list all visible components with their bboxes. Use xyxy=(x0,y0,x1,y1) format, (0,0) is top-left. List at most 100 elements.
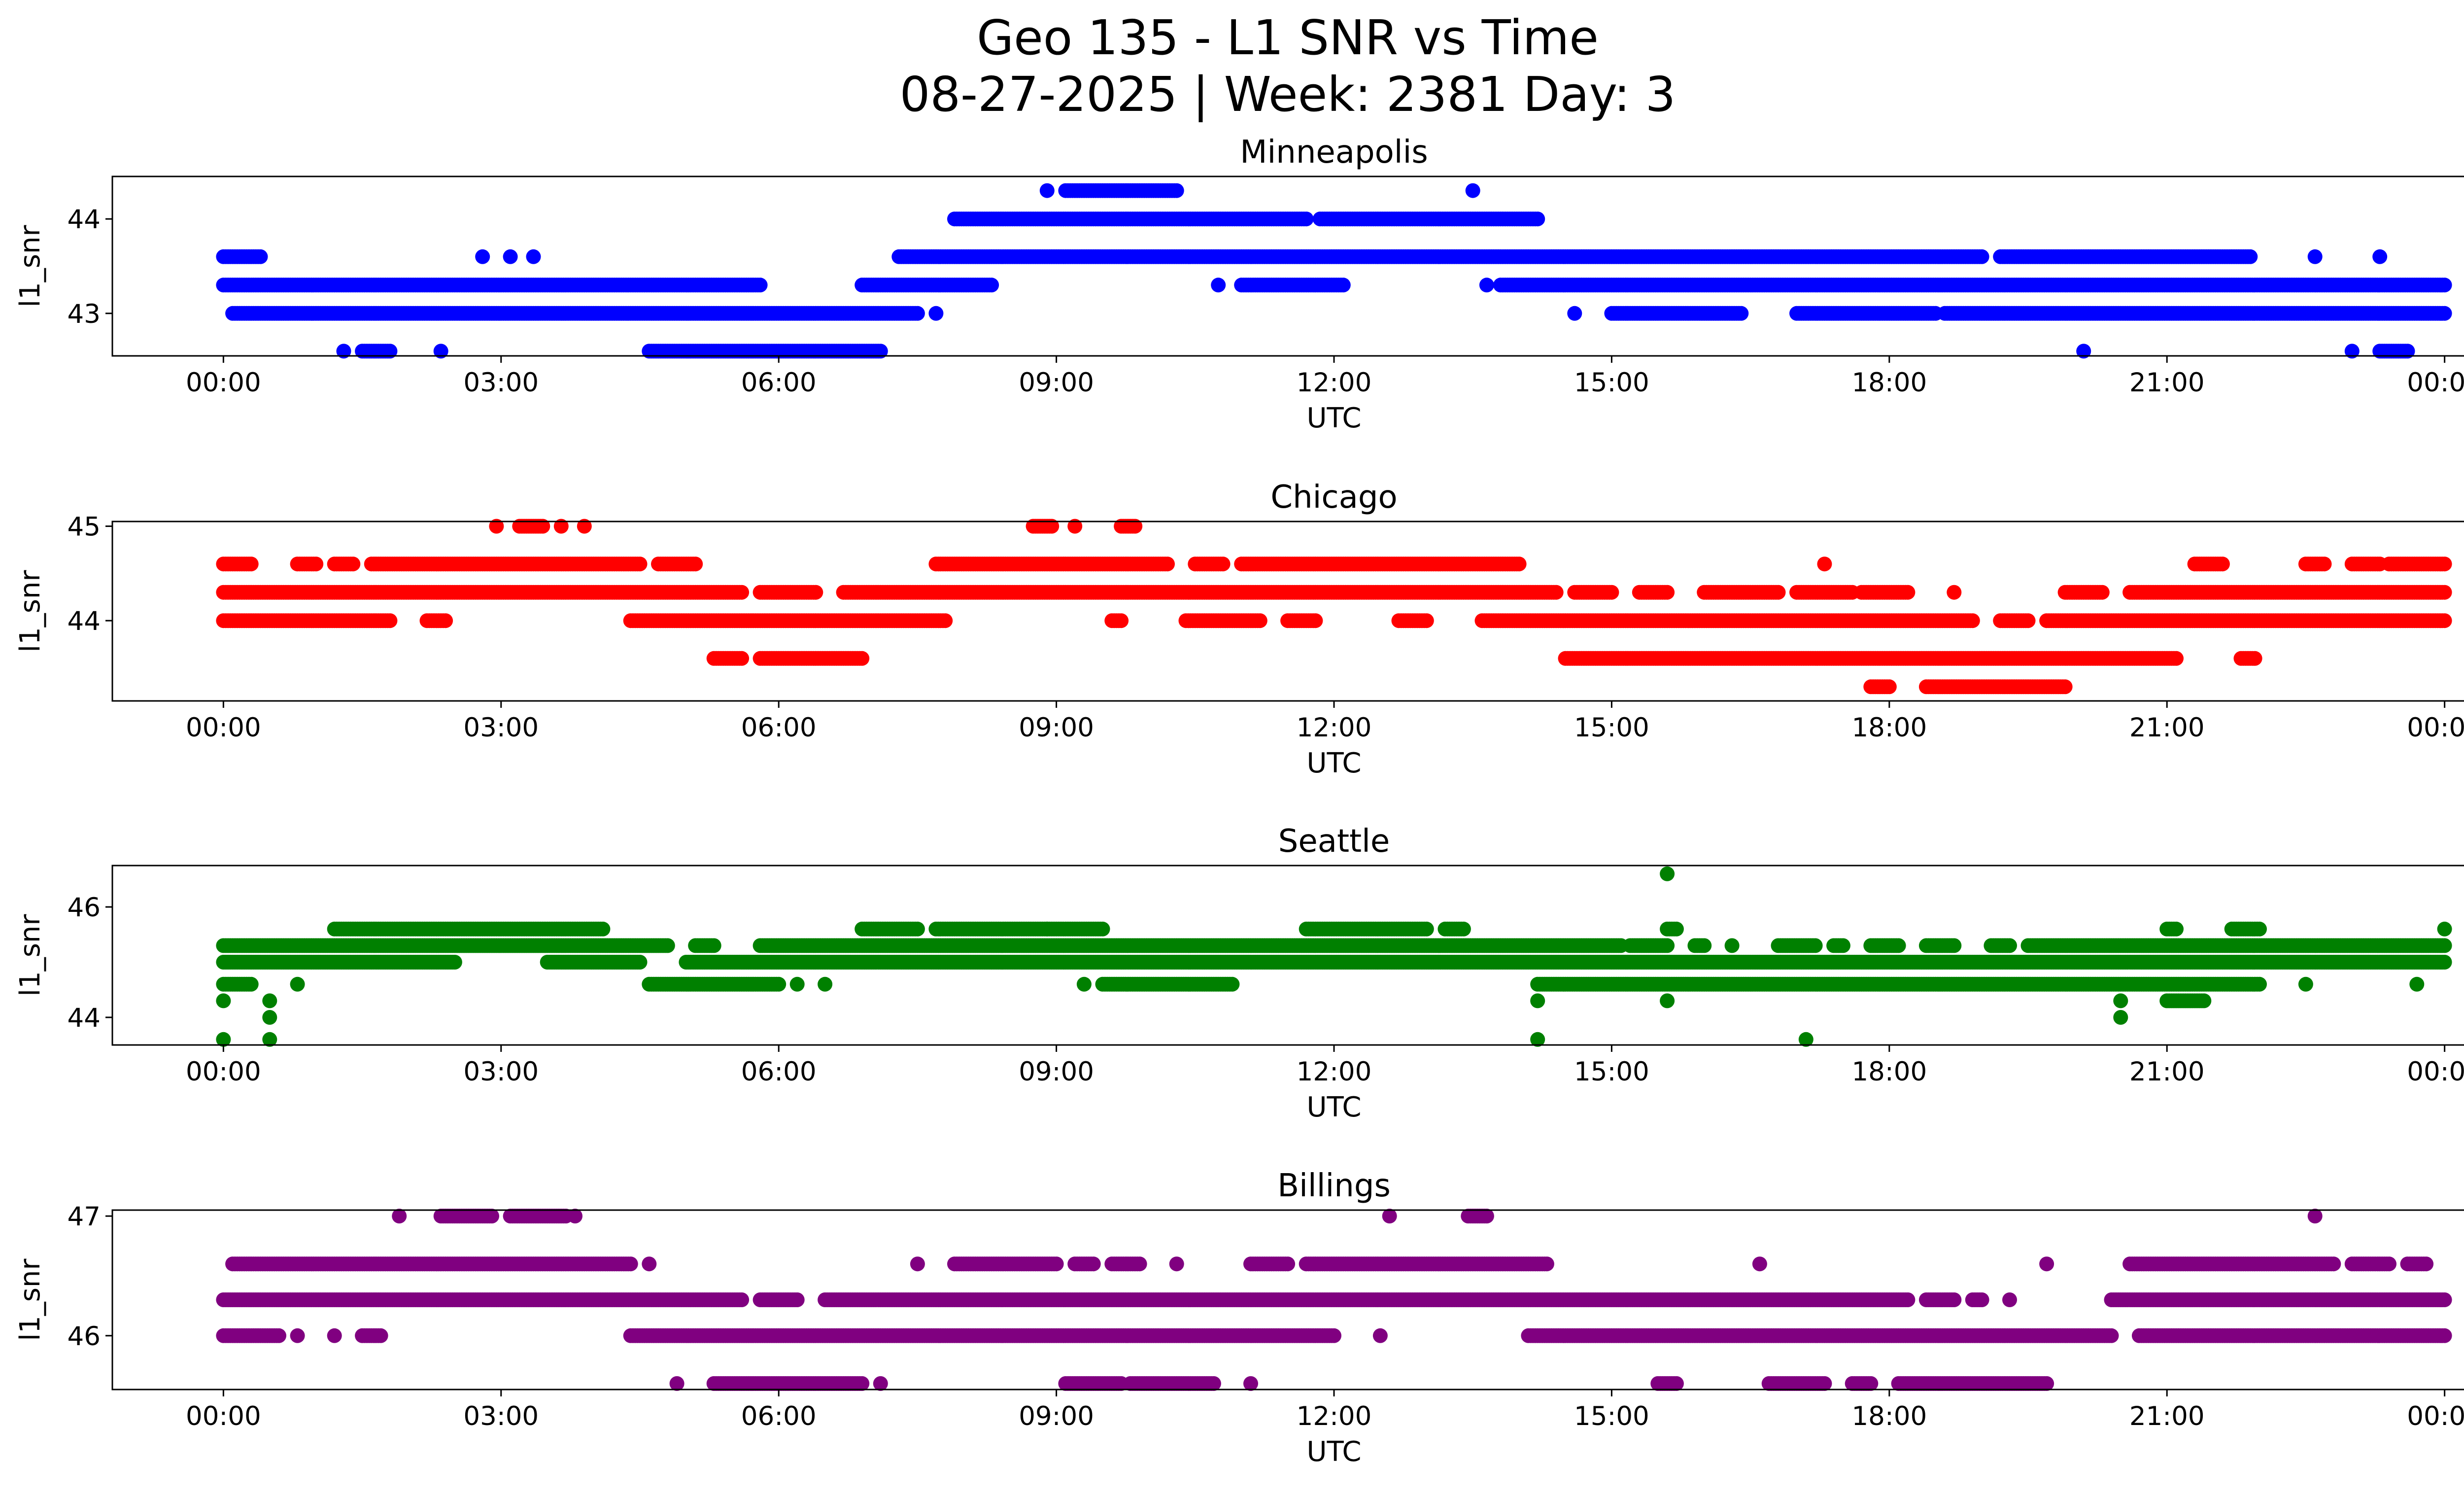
panel-title: Seattle xyxy=(1278,823,1390,860)
point-run xyxy=(1280,613,1323,628)
data-point xyxy=(734,651,750,666)
data-point xyxy=(253,249,268,264)
point-run xyxy=(623,613,953,628)
point-run xyxy=(2307,249,2323,264)
panel-title: Chicago xyxy=(1270,479,1397,516)
data-point xyxy=(2169,651,2184,666)
data-point xyxy=(308,556,324,572)
point-run xyxy=(2382,556,2452,572)
data-point xyxy=(2437,613,2452,628)
y-axis-label: l1_snr xyxy=(14,225,46,308)
point-run xyxy=(419,613,453,628)
point-run xyxy=(1918,679,2073,695)
point-run xyxy=(1391,613,1434,628)
point-run xyxy=(1993,249,2258,264)
point-run xyxy=(216,556,259,572)
x-tick-label: 03:00 xyxy=(463,368,539,398)
y-tick-label: 43 xyxy=(68,299,101,329)
data-point xyxy=(855,651,870,666)
point-run xyxy=(1474,613,1980,628)
x-tick-label: 00:00 xyxy=(2407,368,2464,398)
data-point xyxy=(688,556,703,572)
x-tick-label: 15:00 xyxy=(1574,713,1649,743)
data-point xyxy=(1335,278,1351,293)
data-point xyxy=(1308,613,1323,628)
x-tick-label: 00:00 xyxy=(186,713,261,743)
data-point xyxy=(2215,556,2230,572)
point-run xyxy=(1660,866,1675,881)
data-point xyxy=(1771,585,1786,600)
point-run xyxy=(327,556,361,572)
data-point xyxy=(1419,613,1434,628)
point-run xyxy=(928,556,1175,572)
point-run xyxy=(1104,613,1129,628)
data-point xyxy=(910,306,925,321)
data-point xyxy=(632,556,648,572)
point-run xyxy=(836,585,1564,600)
point-run xyxy=(1604,306,1749,321)
point-run xyxy=(1567,585,1619,600)
point-run xyxy=(891,249,1989,264)
point-run xyxy=(947,211,1314,227)
data-point xyxy=(2057,679,2073,695)
point-run xyxy=(1188,556,1231,572)
data-point xyxy=(1604,585,1619,600)
data-point xyxy=(1965,613,1980,628)
x-tick-label: 21:00 xyxy=(2129,368,2205,398)
point-run xyxy=(2039,613,2452,628)
point-run xyxy=(1854,585,1916,600)
data-point xyxy=(2247,651,2262,666)
data-point xyxy=(1947,585,1962,600)
x-tick-label: 21:00 xyxy=(2129,713,2205,743)
data-point xyxy=(1882,679,1897,695)
point-run xyxy=(1234,556,1527,572)
point-run xyxy=(1817,556,1832,572)
data-point xyxy=(734,585,750,600)
data-point xyxy=(1734,306,1749,321)
data-point xyxy=(2437,306,2452,321)
data-point xyxy=(1160,556,1175,572)
axes-frame xyxy=(111,521,2464,702)
point-run xyxy=(290,556,324,572)
point-run xyxy=(503,249,518,264)
data-point xyxy=(1530,211,1545,227)
point-run xyxy=(753,651,870,666)
x-tick-label: 12:00 xyxy=(1297,713,1372,743)
data-point xyxy=(1974,249,1989,264)
point-run xyxy=(1211,278,1226,293)
x-tick-label: 18:00 xyxy=(1851,713,1927,743)
data-point xyxy=(753,278,768,293)
point-run xyxy=(1789,306,1943,321)
data-point xyxy=(1660,585,1675,600)
y-tick-label: 45 xyxy=(68,512,101,542)
point-run xyxy=(1789,585,1860,600)
point-run xyxy=(706,651,750,666)
data-point xyxy=(928,306,944,321)
x-tick-label: 12:00 xyxy=(1297,368,1372,398)
data-point xyxy=(938,613,953,628)
data-point xyxy=(1114,613,1129,628)
x-tick-label: 00:00 xyxy=(186,368,261,398)
point-run xyxy=(2233,651,2262,666)
point-run xyxy=(216,585,750,600)
point-run xyxy=(2187,556,2230,572)
chart-title-line2: 08-27-2025 | Week: 2381 Day: 3 xyxy=(900,67,1676,123)
point-run xyxy=(1993,613,2036,628)
data-point xyxy=(2437,556,2452,572)
data-point xyxy=(2437,585,2452,600)
data-point xyxy=(1039,183,1055,198)
x-tick-label: 09:00 xyxy=(1019,368,1094,398)
data-point xyxy=(2094,585,2110,600)
point-run xyxy=(1947,585,1962,600)
point-run xyxy=(1493,278,2452,293)
panel-title: Minneapolis xyxy=(1240,134,1428,171)
x-tick-label: 03:00 xyxy=(463,713,539,743)
data-point xyxy=(1660,866,1675,881)
point-run xyxy=(1937,306,2452,321)
point-run xyxy=(1632,585,1675,600)
data-point xyxy=(438,613,453,628)
data-point xyxy=(1299,211,1314,227)
